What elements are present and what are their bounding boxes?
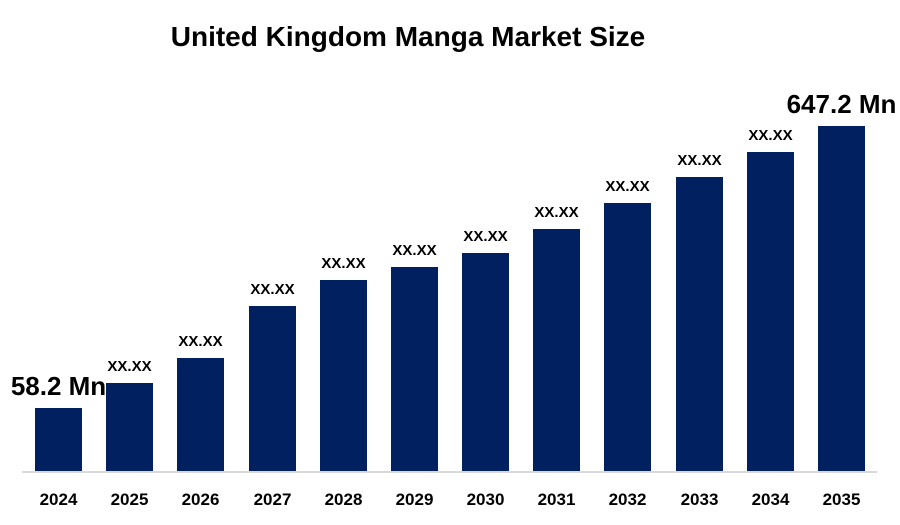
- bar-value-label-2026: XX.XX: [178, 332, 223, 350]
- bar-2031: [533, 229, 580, 471]
- x-axis-label-2028: 2028: [324, 490, 363, 509]
- x-axis-label-2030: 2030: [466, 490, 505, 509]
- bar-column-2024: 58.2 Mn 2024: [11, 0, 106, 525]
- x-axis-label-2024: 2024: [39, 490, 78, 509]
- x-axis-label-2031: 2031: [537, 490, 576, 509]
- bar-2035: [818, 126, 865, 471]
- bar-2024: [35, 408, 82, 471]
- x-axis-label-2033: 2033: [680, 490, 719, 509]
- bar-value-label-2025: XX.XX: [107, 357, 152, 375]
- bar-column-2027: XX.XX 2027: [249, 0, 296, 525]
- bar-value-label-2024: 58.2 Mn: [10, 371, 107, 402]
- x-axis-line: [22, 471, 877, 473]
- x-axis-label-2032: 2032: [608, 490, 647, 509]
- bar-2034: [747, 152, 794, 471]
- bar-value-label-2030: XX.XX: [463, 227, 508, 245]
- bar-column-2032: XX.XX 2032: [604, 0, 651, 525]
- bar-column-2031: XX.XX 2031: [533, 0, 580, 525]
- bar-2030: [462, 253, 509, 471]
- bar-2028: [320, 280, 367, 471]
- x-axis-label-2029: 2029: [395, 490, 434, 509]
- x-axis-label-2027: 2027: [253, 490, 292, 509]
- bar-column-2028: XX.XX 2028: [320, 0, 367, 525]
- bar-2025: [106, 383, 153, 471]
- bar-2033: [676, 177, 723, 471]
- bar-column-2025: XX.XX 2025: [106, 0, 153, 525]
- bar-2026: [177, 358, 224, 471]
- x-axis-label-2026: 2026: [181, 490, 220, 509]
- bar-2032: [604, 203, 651, 471]
- bar-column-2030: XX.XX 2030: [462, 0, 509, 525]
- bar-value-label-2032: XX.XX: [605, 177, 650, 195]
- x-axis-label-2035: 2035: [822, 490, 861, 509]
- bar-value-label-2031: XX.XX: [534, 203, 579, 221]
- bar-value-label-2029: XX.XX: [392, 241, 437, 259]
- bar-value-label-2028: XX.XX: [321, 254, 366, 272]
- bar-column-2035: 647.2 Mn 2035: [787, 0, 897, 525]
- bar-column-2026: XX.XX 2026: [177, 0, 224, 525]
- x-axis-label-2025: 2025: [110, 490, 149, 509]
- bar-2029: [391, 267, 438, 471]
- chart-title: United Kingdom Manga Market Size: [170, 21, 646, 52]
- bar-value-label-2033: XX.XX: [677, 151, 722, 169]
- bar-column-2033: XX.XX 2033: [676, 0, 723, 525]
- bar-value-label-2035: 647.2 Mn: [786, 89, 897, 120]
- bar-value-label-2027: XX.XX: [250, 280, 295, 298]
- bar-column-2029: XX.XX 2029: [391, 0, 438, 525]
- bar-2027: [249, 306, 296, 471]
- x-axis-label-2034: 2034: [751, 490, 790, 509]
- bar-column-2034: XX.XX 2034: [747, 0, 794, 525]
- bar-value-label-2034: XX.XX: [748, 126, 793, 144]
